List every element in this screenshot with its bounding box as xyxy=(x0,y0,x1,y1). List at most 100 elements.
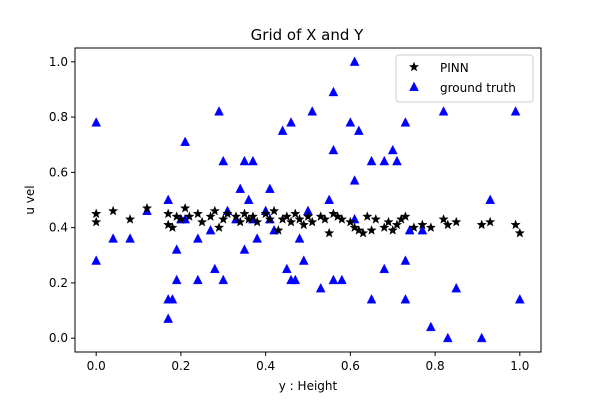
pinn-point xyxy=(324,227,335,238)
ground-truth-point xyxy=(163,313,174,323)
pinn-point xyxy=(370,213,381,224)
y-tick-label: 0.2 xyxy=(49,276,68,290)
ground-truth-point xyxy=(180,136,190,146)
y-axis-label: u vel xyxy=(23,185,37,214)
ground-truth-point xyxy=(417,224,428,235)
pinn-point xyxy=(247,211,259,221)
ground-truth-point xyxy=(91,255,102,265)
ground-truth-point xyxy=(91,117,102,127)
pinn-point xyxy=(163,208,174,219)
ground-truth-point xyxy=(171,244,182,254)
data-points xyxy=(91,56,525,343)
legend-marker-ground-truth xyxy=(409,81,419,91)
pinn-point xyxy=(328,208,339,219)
pinn-point xyxy=(196,216,208,227)
ground-truth-point xyxy=(307,106,318,116)
pinn-point xyxy=(319,213,331,224)
ground-truth-point xyxy=(345,117,356,127)
ground-truth-point xyxy=(108,233,118,243)
pinn-point xyxy=(213,222,225,232)
pinn-point xyxy=(438,213,449,224)
x-tick-label: 0.6 xyxy=(341,359,360,373)
ground-truth-point xyxy=(379,155,390,166)
legend-star-marker xyxy=(408,61,420,72)
ground-truth-point xyxy=(252,233,262,243)
pinn-point xyxy=(180,202,191,213)
pinn-point xyxy=(222,208,233,219)
plot-area-frame xyxy=(74,47,542,353)
ground-truth-point xyxy=(438,106,449,116)
pinn-point xyxy=(124,213,136,224)
pinn-point xyxy=(400,211,411,221)
pinn-point xyxy=(366,225,377,235)
x-tick-label: 0.8 xyxy=(426,359,445,373)
pinn-point xyxy=(230,211,242,221)
y-tick-label: 1.0 xyxy=(49,55,68,69)
pinn-point xyxy=(175,213,187,224)
pinn-point xyxy=(218,213,229,224)
ground-truth-point xyxy=(451,282,462,293)
ground-truth-point xyxy=(286,117,296,127)
ground-truth-point xyxy=(235,183,246,193)
pinn-point xyxy=(285,216,297,227)
pinn-point xyxy=(235,216,246,227)
pinn-point xyxy=(264,213,275,224)
legend-label-pinn: PINN xyxy=(440,61,469,75)
series-ground-truth xyxy=(91,56,525,343)
ground-truth-point xyxy=(510,106,521,116)
ground-truth-point xyxy=(125,233,135,243)
ground-truth-point xyxy=(209,263,220,274)
ground-truth-point xyxy=(328,274,339,285)
pinn-point xyxy=(357,227,369,238)
pinn-point xyxy=(336,213,348,224)
pinn-point xyxy=(163,219,174,230)
ground-truth-point xyxy=(324,194,335,204)
y-tick-label: 0.4 xyxy=(49,221,68,235)
pinn-point xyxy=(391,219,403,230)
pinn-point xyxy=(485,216,496,227)
legend-triangle-marker xyxy=(409,81,419,91)
ground-truth-point xyxy=(281,263,292,274)
pinn-point xyxy=(205,211,216,221)
y-tick-label: 0.6 xyxy=(49,165,68,179)
pinn-point xyxy=(281,211,292,221)
ground-truth-point xyxy=(442,332,453,343)
pinn-point xyxy=(302,211,314,221)
ground-truth-point xyxy=(265,183,275,193)
ground-truth-point xyxy=(243,194,254,204)
ground-truth-point xyxy=(290,274,301,285)
ground-truth-point xyxy=(277,125,288,135)
ground-truth-point xyxy=(315,282,326,293)
pinn-point xyxy=(239,208,250,219)
ground-truth-point xyxy=(239,244,250,254)
ground-truth-point xyxy=(193,233,203,243)
ground-truth-point xyxy=(387,144,398,155)
pinn-point xyxy=(379,222,390,232)
x-axis-label: y : Height xyxy=(279,379,338,393)
ground-truth-point xyxy=(218,274,229,285)
pinn-point xyxy=(298,219,309,230)
ground-truth-point xyxy=(400,294,411,304)
pinn-point xyxy=(260,208,271,219)
pinn-point xyxy=(91,216,102,227)
ground-truth-point xyxy=(205,224,216,235)
ground-truth-point xyxy=(328,144,339,155)
pinn-point xyxy=(91,208,102,219)
pinn-point xyxy=(387,225,398,235)
pinn-point xyxy=(514,227,525,238)
ground-truth-point xyxy=(294,233,305,243)
ground-truth-point xyxy=(239,155,250,166)
ground-truth-point xyxy=(328,86,339,97)
ground-truth-point xyxy=(485,194,495,204)
ground-truth-point xyxy=(392,155,402,166)
ground-truth-point xyxy=(400,255,411,265)
pinn-point xyxy=(184,211,195,221)
pinn-point xyxy=(451,216,462,227)
ground-truth-point xyxy=(514,294,525,304)
y-tick-label: 0.8 xyxy=(49,110,68,124)
pinn-point xyxy=(353,225,364,235)
ground-truth-point xyxy=(426,321,436,332)
pinn-point xyxy=(273,225,284,235)
ground-truth-point xyxy=(366,294,377,304)
